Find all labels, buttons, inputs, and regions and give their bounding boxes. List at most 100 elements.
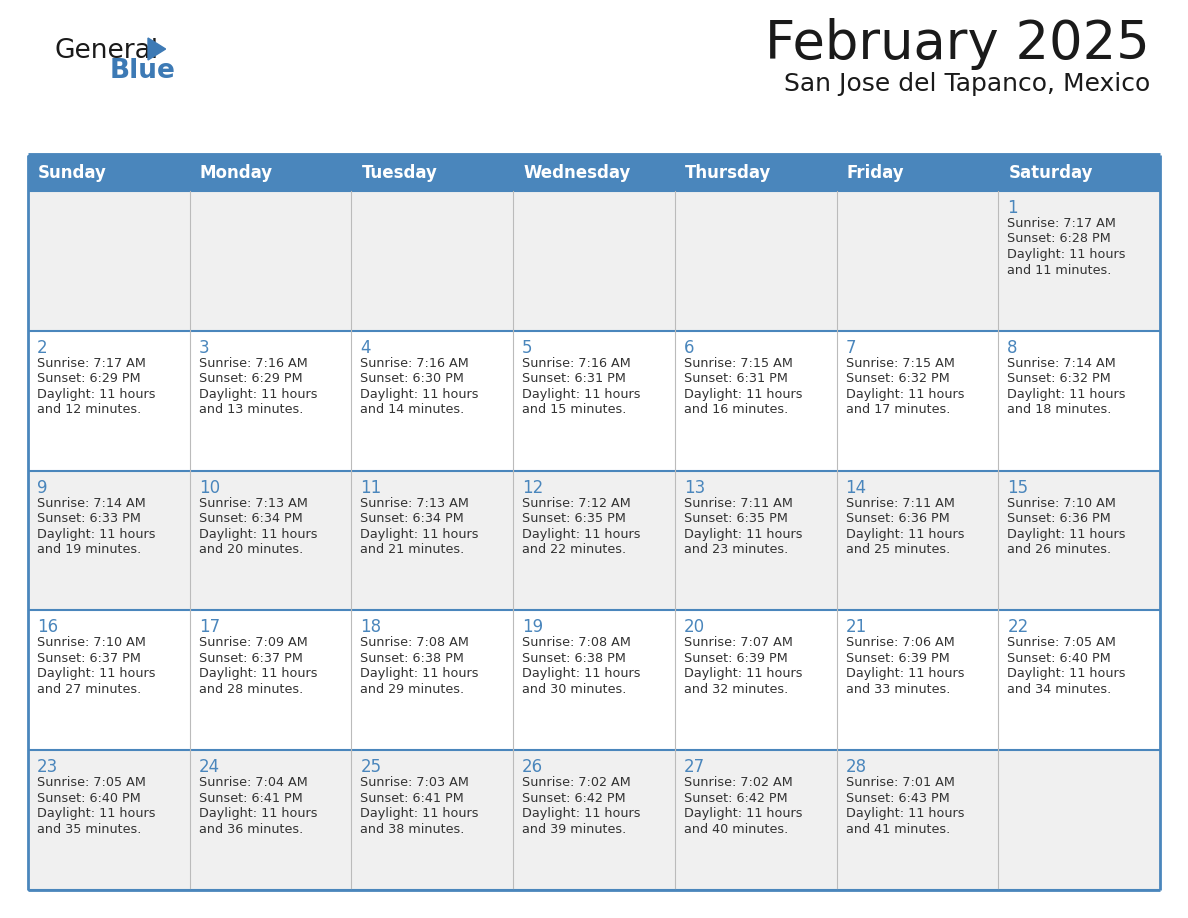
Text: Sunrise: 7:05 AM: Sunrise: 7:05 AM	[1007, 636, 1117, 649]
Text: Sunrise: 7:17 AM: Sunrise: 7:17 AM	[37, 357, 146, 370]
Text: Friday: Friday	[847, 164, 904, 182]
Text: 8: 8	[1007, 339, 1018, 357]
Text: Daylight: 11 hours: Daylight: 11 hours	[684, 667, 802, 680]
Text: Sunrise: 7:08 AM: Sunrise: 7:08 AM	[523, 636, 631, 649]
Bar	[29, 471, 1159, 610]
Text: Sunrise: 7:16 AM: Sunrise: 7:16 AM	[360, 357, 469, 370]
Text: Sunrise: 7:13 AM: Sunrise: 7:13 AM	[198, 497, 308, 509]
Text: 23: 23	[37, 758, 58, 777]
Text: Daylight: 11 hours: Daylight: 11 hours	[37, 387, 156, 401]
Text: and 30 minutes.: and 30 minutes.	[523, 683, 626, 696]
Text: Sunset: 6:30 PM: Sunset: 6:30 PM	[360, 373, 465, 386]
Text: 28: 28	[846, 758, 867, 777]
Text: and 38 minutes.: and 38 minutes.	[360, 823, 465, 835]
Text: Daylight: 11 hours: Daylight: 11 hours	[1007, 248, 1126, 261]
Text: Daylight: 11 hours: Daylight: 11 hours	[523, 387, 640, 401]
Text: 15: 15	[1007, 478, 1029, 497]
Text: 7: 7	[846, 339, 857, 357]
Text: and 19 minutes.: and 19 minutes.	[37, 543, 141, 556]
Text: Sunrise: 7:11 AM: Sunrise: 7:11 AM	[846, 497, 954, 509]
Text: and 29 minutes.: and 29 minutes.	[360, 683, 465, 696]
Text: Daylight: 11 hours: Daylight: 11 hours	[360, 667, 479, 680]
Text: and 27 minutes.: and 27 minutes.	[37, 683, 141, 696]
Text: Sunrise: 7:04 AM: Sunrise: 7:04 AM	[198, 777, 308, 789]
Text: and 14 minutes.: and 14 minutes.	[360, 403, 465, 416]
Text: and 16 minutes.: and 16 minutes.	[684, 403, 788, 416]
Text: Daylight: 11 hours: Daylight: 11 hours	[37, 528, 156, 541]
Text: 26: 26	[523, 758, 543, 777]
Text: Sunset: 6:43 PM: Sunset: 6:43 PM	[846, 791, 949, 805]
Text: Daylight: 11 hours: Daylight: 11 hours	[1007, 387, 1126, 401]
Text: Daylight: 11 hours: Daylight: 11 hours	[684, 528, 802, 541]
Text: February 2025: February 2025	[765, 18, 1150, 70]
Text: Daylight: 11 hours: Daylight: 11 hours	[37, 667, 156, 680]
Text: 19: 19	[523, 619, 543, 636]
Text: Sunset: 6:37 PM: Sunset: 6:37 PM	[37, 652, 141, 665]
Text: Daylight: 11 hours: Daylight: 11 hours	[684, 807, 802, 820]
Text: Daylight: 11 hours: Daylight: 11 hours	[684, 387, 802, 401]
Text: Daylight: 11 hours: Daylight: 11 hours	[198, 528, 317, 541]
Text: and 22 minutes.: and 22 minutes.	[523, 543, 626, 556]
Text: Sunset: 6:31 PM: Sunset: 6:31 PM	[523, 373, 626, 386]
Text: and 40 minutes.: and 40 minutes.	[684, 823, 788, 835]
Text: Sunrise: 7:07 AM: Sunrise: 7:07 AM	[684, 636, 792, 649]
Text: Sunrise: 7:08 AM: Sunrise: 7:08 AM	[360, 636, 469, 649]
Text: Daylight: 11 hours: Daylight: 11 hours	[523, 528, 640, 541]
Text: Thursday: Thursday	[684, 164, 771, 182]
Text: and 21 minutes.: and 21 minutes.	[360, 543, 465, 556]
Text: Daylight: 11 hours: Daylight: 11 hours	[198, 807, 317, 820]
Text: Sunrise: 7:14 AM: Sunrise: 7:14 AM	[37, 497, 146, 509]
Text: 14: 14	[846, 478, 867, 497]
Text: Sunset: 6:39 PM: Sunset: 6:39 PM	[846, 652, 949, 665]
Text: Monday: Monday	[200, 164, 273, 182]
Text: San Jose del Tapanco, Mexico: San Jose del Tapanco, Mexico	[784, 72, 1150, 96]
Bar	[29, 155, 1159, 191]
Text: Daylight: 11 hours: Daylight: 11 hours	[523, 807, 640, 820]
Text: Sunrise: 7:16 AM: Sunrise: 7:16 AM	[198, 357, 308, 370]
Bar	[29, 330, 1159, 471]
Text: Sunset: 6:28 PM: Sunset: 6:28 PM	[1007, 232, 1111, 245]
Text: Sunrise: 7:11 AM: Sunrise: 7:11 AM	[684, 497, 792, 509]
Text: 22: 22	[1007, 619, 1029, 636]
Text: and 34 minutes.: and 34 minutes.	[1007, 683, 1112, 696]
Text: Daylight: 11 hours: Daylight: 11 hours	[360, 528, 479, 541]
Text: 6: 6	[684, 339, 694, 357]
Text: Sunset: 6:36 PM: Sunset: 6:36 PM	[846, 512, 949, 525]
Text: Sunset: 6:29 PM: Sunset: 6:29 PM	[198, 373, 302, 386]
Text: Sunset: 6:35 PM: Sunset: 6:35 PM	[684, 512, 788, 525]
Text: Daylight: 11 hours: Daylight: 11 hours	[846, 667, 965, 680]
Text: Sunrise: 7:09 AM: Sunrise: 7:09 AM	[198, 636, 308, 649]
Text: 13: 13	[684, 478, 706, 497]
Text: 4: 4	[360, 339, 371, 357]
Text: and 41 minutes.: and 41 minutes.	[846, 823, 950, 835]
Text: and 39 minutes.: and 39 minutes.	[523, 823, 626, 835]
Text: Sunset: 6:41 PM: Sunset: 6:41 PM	[198, 791, 303, 805]
Bar	[29, 191, 1159, 330]
Text: Sunset: 6:33 PM: Sunset: 6:33 PM	[37, 512, 141, 525]
Text: 12: 12	[523, 478, 543, 497]
Text: 16: 16	[37, 619, 58, 636]
Text: Wednesday: Wednesday	[523, 164, 631, 182]
Bar	[29, 750, 1159, 890]
Text: 3: 3	[198, 339, 209, 357]
Text: Sunset: 6:40 PM: Sunset: 6:40 PM	[1007, 652, 1111, 665]
Text: Sunset: 6:32 PM: Sunset: 6:32 PM	[846, 373, 949, 386]
Text: 10: 10	[198, 478, 220, 497]
Text: Sunrise: 7:10 AM: Sunrise: 7:10 AM	[1007, 497, 1117, 509]
Text: Daylight: 11 hours: Daylight: 11 hours	[198, 387, 317, 401]
Text: General: General	[55, 38, 159, 64]
Text: Sunset: 6:37 PM: Sunset: 6:37 PM	[198, 652, 303, 665]
Text: Sunday: Sunday	[38, 164, 107, 182]
Text: 25: 25	[360, 758, 381, 777]
Text: Daylight: 11 hours: Daylight: 11 hours	[360, 387, 479, 401]
Text: 24: 24	[198, 758, 220, 777]
Text: Sunset: 6:34 PM: Sunset: 6:34 PM	[360, 512, 465, 525]
Text: 2: 2	[37, 339, 48, 357]
Text: Daylight: 11 hours: Daylight: 11 hours	[846, 387, 965, 401]
Text: Sunset: 6:32 PM: Sunset: 6:32 PM	[1007, 373, 1111, 386]
Text: and 13 minutes.: and 13 minutes.	[198, 403, 303, 416]
Polygon shape	[148, 38, 165, 60]
Text: Sunrise: 7:12 AM: Sunrise: 7:12 AM	[523, 497, 631, 509]
Text: Sunrise: 7:15 AM: Sunrise: 7:15 AM	[684, 357, 792, 370]
Text: Daylight: 11 hours: Daylight: 11 hours	[198, 667, 317, 680]
